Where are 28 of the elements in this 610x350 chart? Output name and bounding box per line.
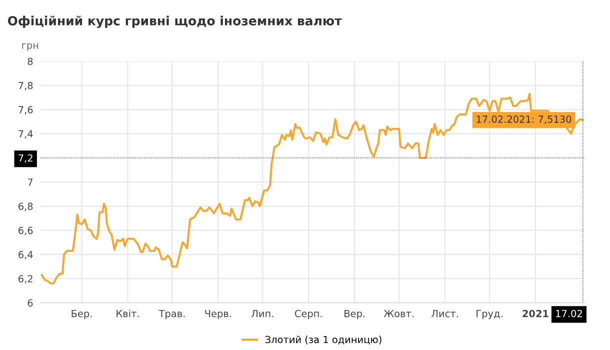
x-tick-label: Жовт. [384, 310, 414, 318]
annotation: 17.02.2021: 7,5130 [476, 116, 572, 124]
y-tick-label: 7,4 [18, 130, 33, 139]
y-tick-label: 7,8 [18, 82, 33, 90]
y-tick-label: 6,6 [18, 226, 33, 236]
chart-title: Офіційний курс гривні щодо іноземних валют [8, 16, 342, 28]
x-tick-label: Лип. [252, 310, 274, 318]
x-tick-label: Лист. [432, 310, 458, 318]
y-tick-label: 7 [28, 178, 32, 186]
line-series [40, 92, 584, 284]
y-tick-label: 7,2 [18, 154, 32, 163]
y-tick-label: 7,6 [18, 106, 33, 114]
legend-label: Злотий (за 1 одиницю) [265, 336, 382, 344]
y-tick-label: 6 [28, 299, 33, 307]
y-axis-title: грн [22, 43, 38, 51]
x-tick-label: Вер. [344, 310, 364, 320]
x-tick-label: Квіт. [116, 310, 139, 318]
x-tick-label: Бер. [72, 310, 92, 320]
x-tick-label: Груд. [476, 310, 502, 320]
x-tick-label: 17.02 [556, 310, 582, 318]
x-tick-label: Трав. [158, 310, 185, 320]
y-tick-label: 6,2 [18, 275, 32, 284]
y-tick-label: 8 [28, 58, 33, 66]
x-tick-label: Черв. [205, 310, 231, 320]
y-tick-label: 6,4 [18, 250, 33, 260]
x-tick-label: Серп. [294, 310, 322, 320]
x-tick-label: 2021 [522, 310, 548, 318]
y-tick-label: 6,8 [18, 202, 33, 211]
